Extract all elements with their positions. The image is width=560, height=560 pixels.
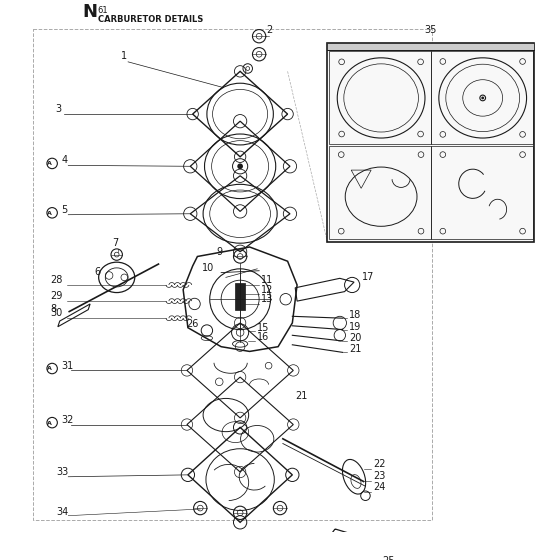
Bar (329, 52, 431, 144)
Text: 5: 5 (62, 205, 68, 215)
Circle shape (237, 164, 243, 169)
Text: A: A (48, 366, 52, 371)
Text: 30: 30 (50, 309, 63, 318)
Text: 12: 12 (261, 284, 273, 295)
Text: 35: 35 (425, 25, 437, 35)
Bar (431, 52, 533, 144)
Text: 31: 31 (62, 361, 74, 371)
Text: 2: 2 (266, 25, 272, 35)
Text: 24: 24 (373, 482, 385, 492)
Text: 25: 25 (382, 556, 395, 560)
Text: 28: 28 (50, 275, 63, 285)
Text: A: A (48, 421, 52, 426)
Text: 15: 15 (257, 323, 269, 333)
Text: 1: 1 (122, 51, 128, 61)
Text: 23: 23 (373, 470, 385, 480)
Text: A: A (48, 211, 52, 216)
Bar (431, 146, 533, 239)
Text: 32: 32 (62, 414, 74, 424)
Text: 29: 29 (50, 291, 63, 301)
Text: 18: 18 (349, 310, 362, 320)
Text: 22: 22 (373, 459, 385, 469)
Text: 16: 16 (257, 332, 269, 342)
Text: 21: 21 (295, 391, 307, 401)
Bar (235, 283, 245, 310)
Text: 17: 17 (362, 272, 374, 282)
Text: 7: 7 (112, 238, 118, 248)
Text: 9: 9 (216, 246, 222, 256)
Bar (329, 146, 431, 239)
Text: 4: 4 (62, 156, 68, 165)
Circle shape (481, 96, 484, 99)
Text: 11: 11 (261, 275, 273, 285)
Text: 6: 6 (94, 268, 100, 277)
Bar (328, 43, 534, 242)
Text: 20: 20 (349, 333, 362, 343)
Text: A: A (48, 161, 52, 166)
Text: 33: 33 (56, 467, 68, 477)
Text: 26: 26 (186, 319, 198, 329)
Text: CARBURETOR DETAILS: CARBURETOR DETAILS (97, 15, 203, 24)
Text: 21: 21 (349, 344, 362, 354)
Text: 8: 8 (50, 304, 57, 314)
Text: 3: 3 (55, 104, 61, 114)
Text: 34: 34 (56, 507, 68, 517)
Text: 61: 61 (97, 6, 108, 16)
Bar (328, 43, 534, 49)
Text: N: N (82, 3, 97, 21)
Text: 19: 19 (349, 321, 362, 332)
Text: 13: 13 (261, 294, 273, 304)
Text: 10: 10 (202, 263, 214, 273)
